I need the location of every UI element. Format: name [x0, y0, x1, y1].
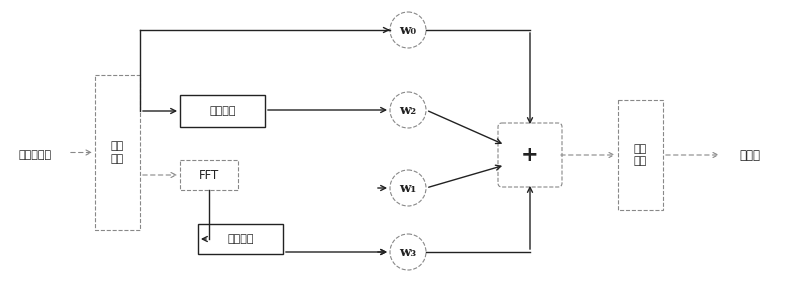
Text: w₂: w₂ [399, 104, 417, 117]
Text: 反转模块: 反转模块 [210, 106, 236, 116]
Bar [180, 160, 238, 190]
Text: 反转模块: 反转模块 [227, 234, 254, 244]
Text: w₀: w₀ [399, 23, 417, 36]
Bar [95, 75, 140, 230]
Text: 原始数据流: 原始数据流 [18, 150, 51, 160]
Bar [180, 95, 265, 127]
Text: w₃: w₃ [399, 245, 417, 258]
Bar [618, 100, 663, 210]
Text: FFT: FFT [199, 168, 219, 181]
Text: 并串
转换: 并串 转换 [634, 144, 647, 166]
Bar [198, 224, 283, 254]
Text: 串并
转换: 串并 转换 [111, 141, 124, 164]
Text: 射频端: 射频端 [739, 149, 761, 162]
Text: +: + [521, 145, 539, 165]
Text: w₁: w₁ [399, 181, 417, 194]
